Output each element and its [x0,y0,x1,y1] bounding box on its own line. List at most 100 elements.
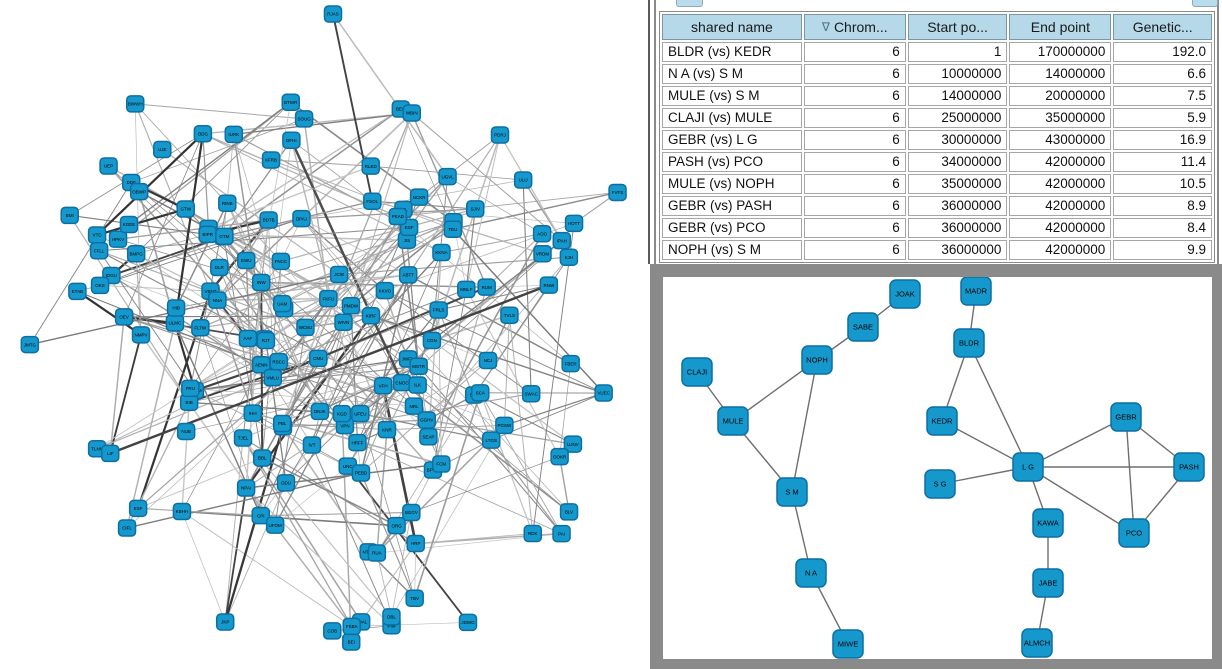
network-node[interactable]: FBER [561,354,580,373]
table-cell[interactable]: 1 [907,42,1008,62]
network-node[interactable]: NCKR [409,188,429,206]
network-edge[interactable] [1027,416,1127,468]
network-edge[interactable] [226,202,285,310]
network-node-pash[interactable]: PASH [1173,452,1205,482]
table-cell[interactable]: 35000000 [907,174,1008,194]
network-edge[interactable] [415,533,533,544]
network-node[interactable]: KGD [332,404,352,423]
network-edge[interactable] [252,412,348,467]
network-edge[interactable] [411,112,488,288]
network-node[interactable]: SOUG [294,110,314,128]
network-node[interactable]: ODG [193,125,213,143]
network-edge[interactable] [99,226,410,252]
network-edge[interactable] [233,133,410,228]
network-node[interactable]: JMTG [20,335,40,354]
network-edge[interactable] [69,214,224,238]
network-edge[interactable] [504,392,604,426]
column-header-shared-name[interactable]: shared name [662,14,802,40]
table-cell[interactable]: 6 [803,196,906,216]
network-node[interactable]: KKVO [375,281,395,300]
small-network-canvas[interactable]: JOAK SABE NOPH CLAJI MULE S M N A MIWE MADR BLDR K… [663,277,1212,659]
network-edge[interactable] [109,334,142,454]
column-header-chrom-[interactable]: ∇ Chrom... [803,14,906,40]
network-edge[interactable] [351,622,469,627]
network-node-madr[interactable]: MADR [960,277,992,306]
network-edge[interactable] [245,487,392,627]
network-edge[interactable] [242,437,362,623]
network-node[interactable]: HIB [166,299,186,317]
network-node[interactable]: VMLU [263,368,282,387]
network-edge[interactable] [245,209,404,489]
network-edge[interactable] [558,456,570,512]
network-edge[interactable] [376,552,392,617]
table-cell[interactable]: 36000000 [907,196,1008,216]
network-node[interactable]: DNJK [310,402,330,421]
network-edge[interactable] [486,233,543,288]
network-node-noph[interactable]: NOPH [801,345,833,375]
network-node[interactable]: HPKV [108,230,128,248]
network-node[interactable]: WIVN [334,313,353,332]
network-node[interactable]: AAF [238,329,258,348]
network-node[interactable]: KJH [559,248,579,266]
network-node-s-g[interactable]: S G [924,469,956,499]
network-node[interactable]: RDK [523,524,543,543]
network-node[interactable]: KBHH [172,502,192,521]
network-edge[interactable] [181,402,190,512]
table-cell[interactable]: 8.4 [1113,218,1212,238]
network-edge[interactable] [209,290,254,414]
network-edge[interactable] [126,472,362,529]
network-edge[interactable] [479,392,562,534]
network-node[interactable]: DPAJ [292,209,311,228]
network-edge[interactable] [135,103,305,120]
network-node[interactable]: LTGS [481,431,501,449]
network-edge[interactable] [319,112,413,412]
network-node[interactable]: VUEC [594,384,613,402]
network-node[interactable]: HRFF [348,433,367,452]
table-cell[interactable]: N A (vs) S M [662,64,802,84]
table-cell[interactable]: GEBR (vs) L G [662,130,802,150]
network-edge[interactable] [123,133,204,317]
network-edge[interactable] [173,133,204,324]
table-cell[interactable]: 20000000 [1009,86,1112,106]
table-cell[interactable]: 42000000 [1009,218,1112,238]
table-row[interactable]: CLAJI (vs) MULE 6 25000000 35000000 5.9 [662,108,1212,128]
table-row[interactable]: PASH (vs) PCO 6 34000000 42000000 11.4 [662,152,1212,172]
network-edge[interactable] [96,377,273,450]
network-node[interactable]: SCA [471,384,490,402]
network-node[interactable]: FRLS [429,301,448,319]
network-node[interactable]: KKNA [432,243,451,262]
network-node[interactable]: UJE [153,140,172,159]
network-edge[interactable] [242,437,417,545]
network-node[interactable]: TVLS [500,306,519,324]
network-node[interactable]: OBL [382,608,401,626]
network-edge[interactable] [291,139,373,202]
network-edge[interactable] [791,359,818,493]
network-edge[interactable] [242,437,353,627]
network-node[interactable]: SJIV [465,200,485,218]
table-row[interactable]: MULE (vs) NOPH 6 35000000 42000000 10.5 [662,174,1212,194]
network-node[interactable]: RSCC [269,352,288,371]
network-edge[interactable] [290,139,404,384]
network-node[interactable]: OKS [90,276,110,295]
network-node[interactable]: FSBA [342,617,361,636]
network-node[interactable]: UFEU [351,404,370,423]
network-edge[interactable] [134,103,212,292]
table-cell[interactable]: 6 [803,218,906,238]
network-edge[interactable] [384,290,532,395]
scrollbar-thumb-fragment[interactable] [1192,0,1218,7]
network-node[interactable]: CNOC [392,373,412,392]
network-edge[interactable] [431,339,574,445]
network-node[interactable]: ORG [387,516,406,535]
network-node[interactable]: FSOL [363,192,382,210]
network-edge[interactable] [173,322,196,391]
network-edge[interactable] [438,284,549,311]
network-edge[interactable] [136,234,208,255]
network-node[interactable]: BEI [341,633,361,651]
network-node[interactable]: IVT [302,436,322,454]
table-cell[interactable]: 6 [803,240,906,260]
network-node[interactable]: RUM [477,278,496,296]
network-node[interactable]: FRU [181,379,200,398]
network-edge[interactable] [99,218,302,286]
network-node[interactable]: ETAB [68,282,87,301]
network-edge[interactable] [499,134,563,241]
